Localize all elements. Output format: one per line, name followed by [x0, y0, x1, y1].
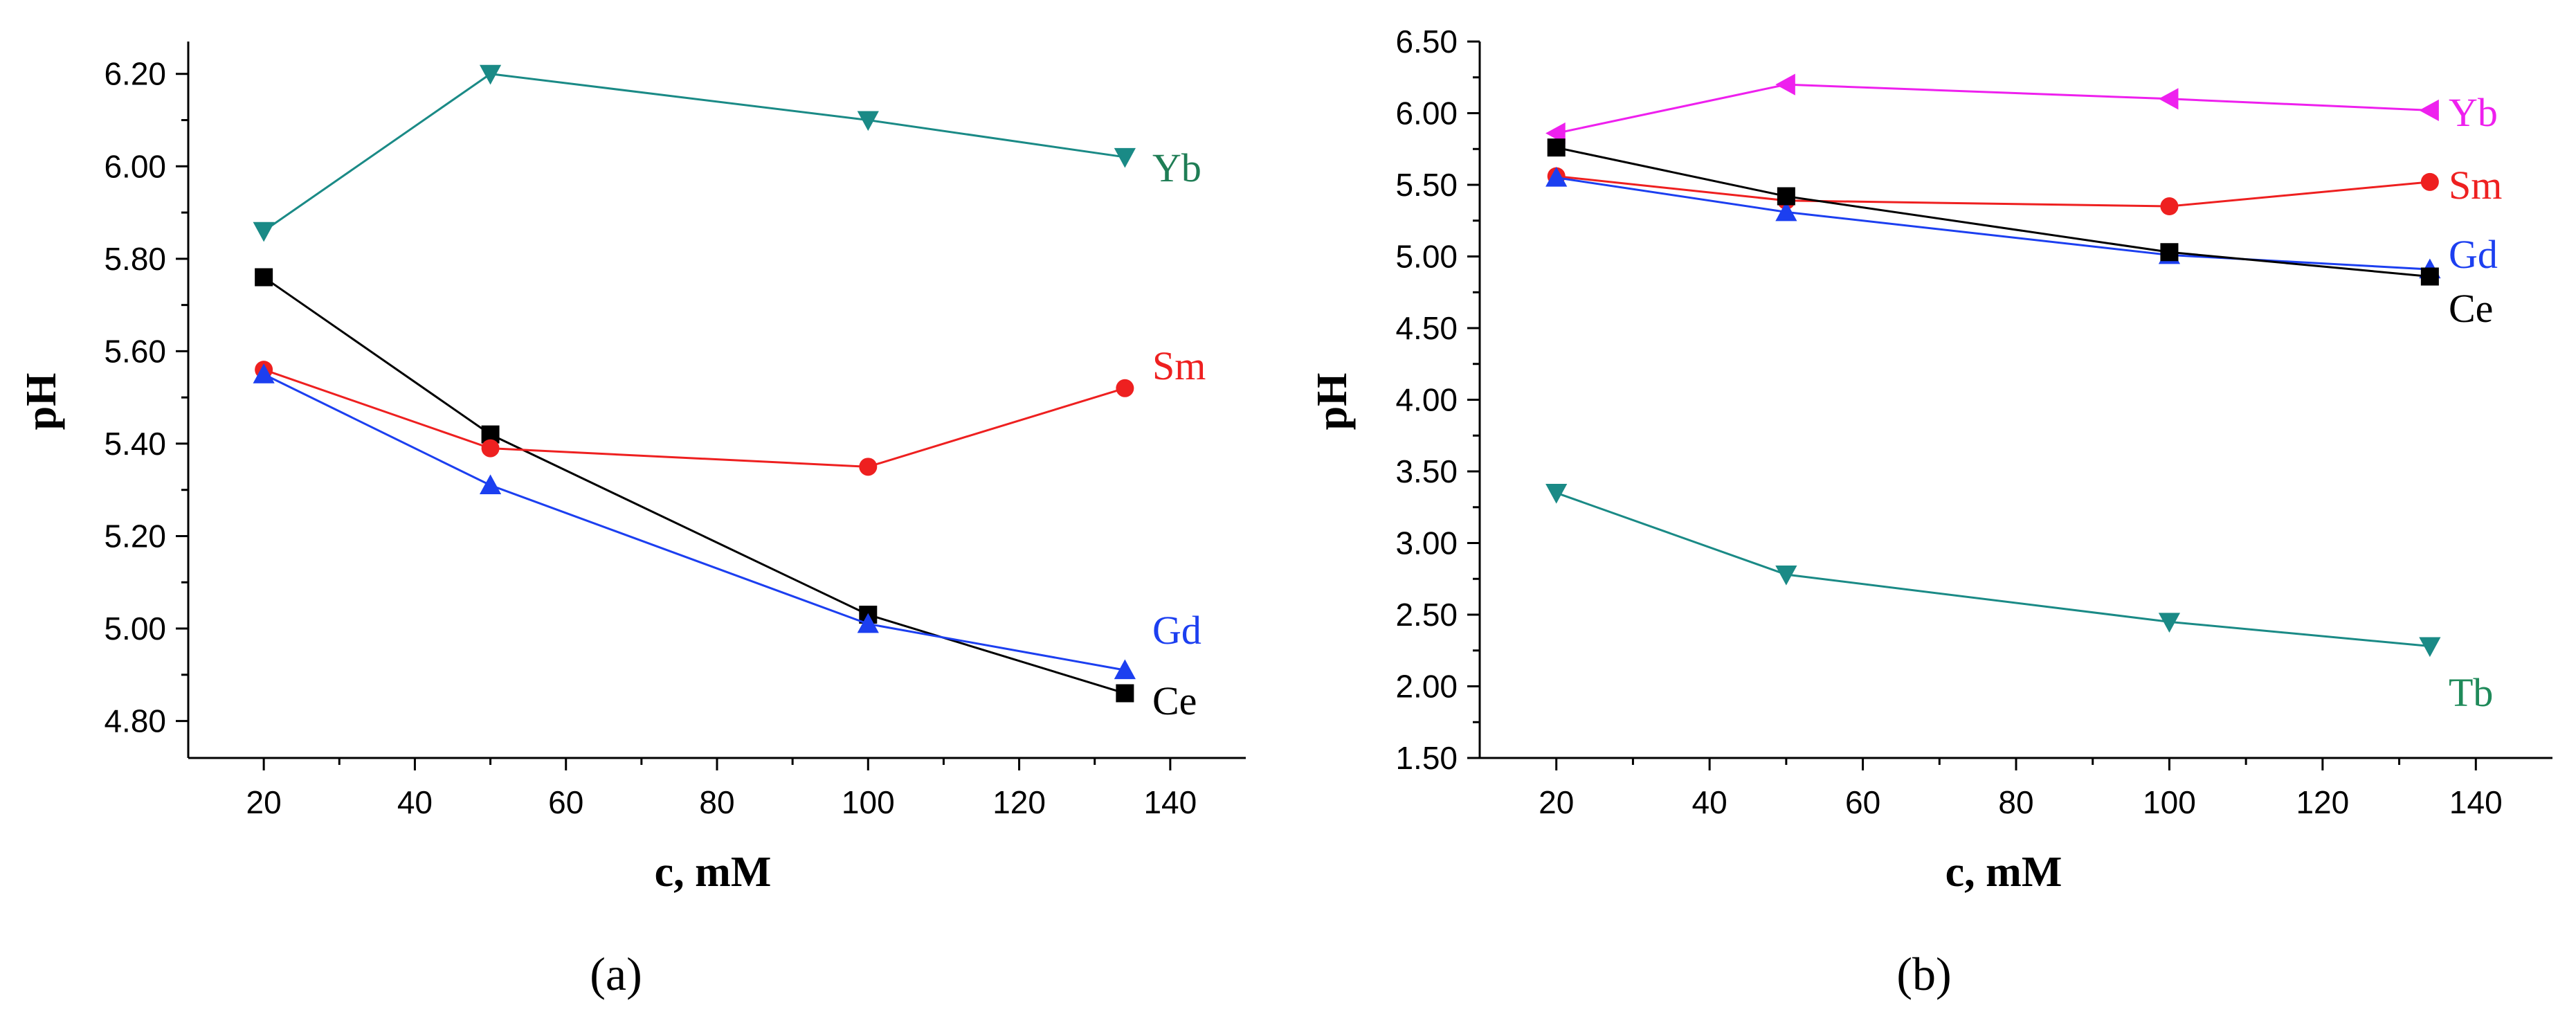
series-label-tb: Tb — [2449, 670, 2493, 715]
x-tick-label: 20 — [1539, 784, 1574, 820]
x-tick-label: 60 — [548, 784, 583, 820]
y-tick-label: 5.00 — [104, 611, 166, 647]
chart-panel-a: 4.80 5.00 5.20 5.40 5.60 5.80 6.00 6.20 20 40 60 80… — [18, 42, 1246, 1000]
series-label-sm: Sm — [2449, 163, 2502, 208]
series-line-yb — [263, 73, 1125, 233]
y-tick-label: 2.50 — [1395, 597, 1458, 633]
y-tick-label: 5.20 — [104, 518, 166, 554]
marker-yb — [2419, 99, 2439, 121]
marker-yb — [857, 111, 879, 132]
y-axis-title: pH — [1309, 373, 1356, 431]
series-label-gd: Gd — [1152, 608, 1201, 653]
marker-tb — [1775, 566, 1797, 586]
marker-sm — [2420, 172, 2439, 191]
x-tick-label: 40 — [397, 784, 433, 820]
series-label-sm: Sm — [1152, 343, 1206, 388]
y-tick-label: 6.00 — [104, 148, 166, 184]
marker-sm — [859, 458, 878, 476]
y-tick-label: 3.50 — [1395, 453, 1458, 489]
y-tick-label: 5.00 — [1395, 239, 1458, 275]
marker-gd — [1114, 659, 1136, 680]
marker-ce — [1777, 187, 1795, 206]
series-label-yb: Yb — [2449, 90, 2498, 135]
x-tick-label: 140 — [1143, 784, 1197, 820]
x-tick-label: 100 — [2143, 784, 2196, 820]
marker-tb — [2419, 637, 2441, 658]
series-label-ce: Ce — [1152, 678, 1197, 723]
marker-ce — [255, 268, 273, 287]
y-tick-label: 5.50 — [1395, 167, 1458, 203]
marker-yb — [1775, 73, 1795, 96]
series-line-gd — [263, 373, 1125, 671]
marker-gd — [1775, 201, 1797, 222]
y-tick-label: 3.00 — [1395, 525, 1458, 561]
marker-sm — [2160, 197, 2179, 216]
x-tick-label: 120 — [2296, 784, 2349, 820]
y-tick-label: 5.80 — [104, 241, 166, 277]
marker-yb — [1114, 147, 1136, 168]
marker-ce — [481, 425, 500, 444]
marker-sm — [481, 439, 500, 458]
x-tick-label: 100 — [842, 784, 895, 820]
chart-panel-b: 1.50 2.00 2.50 3.00 3.50 4.00 4.50 5.00 5.50 6.00… — [1309, 24, 2552, 1000]
marker-ce — [2160, 243, 2179, 262]
y-tick-label: 4.50 — [1395, 310, 1458, 346]
marker-gd — [1545, 167, 1568, 187]
marker-gd — [857, 613, 879, 633]
series-line-gd — [1556, 177, 2430, 271]
x-axis-title: c, mM — [655, 849, 772, 896]
marker-tb — [2158, 613, 2181, 633]
x-tick-label: 40 — [1692, 784, 1727, 820]
marker-gd — [253, 363, 275, 383]
y-tick-label: 4.80 — [104, 703, 166, 739]
series-line-sm — [1556, 175, 2430, 208]
x-tick-label: 60 — [1845, 784, 1880, 820]
y-axis-title: pH — [18, 373, 65, 431]
x-tick-label: 120 — [992, 784, 1046, 820]
series-label-yb: Yb — [1152, 145, 1201, 190]
marker-ce — [1547, 138, 1566, 157]
y-tick-label: 6.50 — [1395, 24, 1458, 60]
y-tick-label: 5.40 — [104, 426, 166, 462]
series-line-tb — [1556, 491, 2430, 648]
marker-yb — [2158, 88, 2179, 110]
series-line-sm — [263, 368, 1125, 468]
marker-yb — [479, 64, 502, 85]
series-label-gd: Gd — [2449, 232, 2498, 277]
marker-ce — [2420, 267, 2439, 286]
x-tick-label: 80 — [699, 784, 734, 820]
y-tick-label: 2.00 — [1395, 669, 1458, 705]
series-label-ce: Ce — [2449, 286, 2493, 331]
series-line-yb — [1556, 83, 2430, 134]
panel-label: (b) — [1896, 948, 1951, 1000]
x-axis-title: c, mM — [1945, 849, 2062, 896]
marker-gd — [479, 474, 502, 495]
marker-tb — [1545, 484, 1568, 504]
marker-ce — [1116, 684, 1134, 703]
y-tick-label: 6.20 — [104, 56, 166, 92]
y-tick-label: 5.60 — [104, 333, 166, 369]
x-tick-label: 20 — [246, 784, 282, 820]
series-line-ce — [1556, 146, 2430, 278]
x-tick-label: 140 — [2449, 784, 2503, 820]
y-tick-label: 1.50 — [1395, 740, 1458, 776]
x-tick-label: 80 — [1998, 784, 2033, 820]
y-tick-label: 4.00 — [1395, 382, 1458, 418]
series-line-ce — [263, 276, 1125, 694]
marker-yb — [253, 222, 275, 242]
marker-sm — [1116, 379, 1134, 397]
y-tick-label: 6.00 — [1395, 96, 1458, 132]
panel-label: (a) — [590, 948, 642, 1000]
